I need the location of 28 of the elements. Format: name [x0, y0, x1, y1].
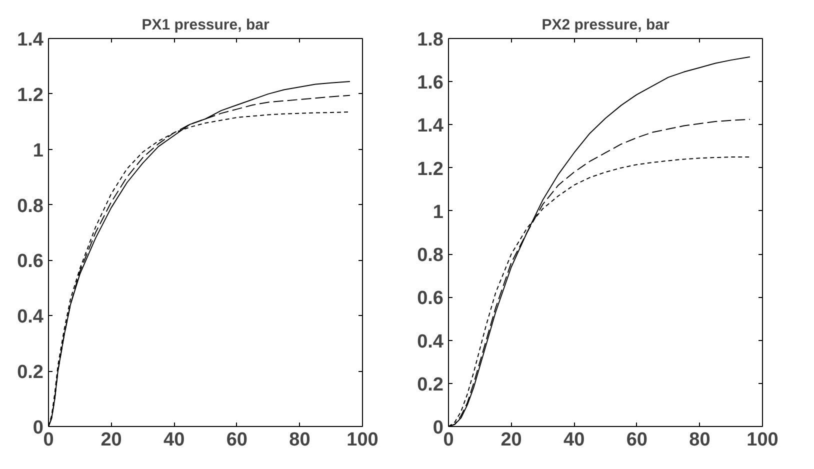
x-tick-label: 80	[689, 430, 710, 450]
x-tick-label: 40	[164, 430, 185, 450]
x-tick-label: 100	[746, 430, 778, 450]
y-tick-label: 0.6	[417, 288, 444, 310]
y-tick-label: 0.2	[17, 362, 44, 384]
x-tick-label: 80	[289, 430, 310, 450]
y-tick-label: 0.6	[17, 251, 44, 272]
y-tick-label: 0.2	[417, 374, 444, 396]
chart-title: PX1 pressure, bar	[142, 16, 270, 34]
y-tick-label: 1.4	[417, 116, 444, 137]
y-tick-label: 1	[32, 140, 44, 162]
y-tick-label: 1.2	[417, 158, 444, 180]
y-tick-label: 1	[432, 202, 444, 223]
x-tick-label: 40	[564, 430, 585, 450]
y-tick-label: 0.4	[17, 306, 44, 328]
chart-title: PX2 pressure, bar	[542, 16, 670, 34]
y-tick-label: 1.6	[417, 72, 444, 94]
y-tick-label: 0.8	[17, 196, 44, 217]
y-tick-label: 1.8	[417, 30, 444, 50]
y-tick-label: 1.4	[17, 30, 44, 50]
x-tick-label: 20	[100, 430, 122, 450]
y-tick-label: 0.8	[417, 245, 444, 266]
y-tick-label: 1.2	[17, 84, 44, 106]
x-tick-label: 100	[346, 430, 378, 450]
x-tick-label: 60	[626, 430, 648, 450]
y-tick-label: 0.4	[417, 331, 444, 352]
x-tick-label: 60	[226, 430, 248, 450]
x-tick-label: 20	[500, 430, 522, 450]
